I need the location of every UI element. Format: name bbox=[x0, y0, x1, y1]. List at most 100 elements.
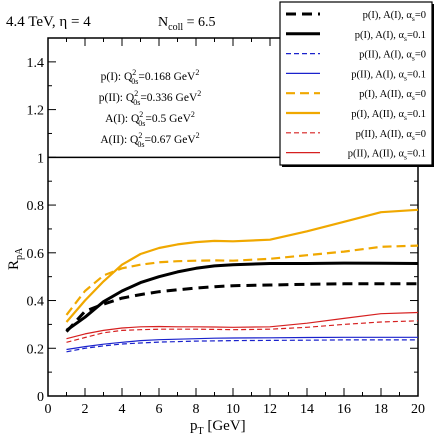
ncoll-base: N bbox=[158, 15, 168, 30]
y-tick-label: 0.8 bbox=[27, 199, 45, 214]
qs-sup: 2 bbox=[132, 68, 136, 77]
qs-annotation-line: A(I): Q2 0s=0.5 GeV2 bbox=[105, 110, 195, 128]
series-line-2 bbox=[65, 261, 419, 332]
legend-label-sub: s bbox=[404, 34, 407, 43]
qs-unit-sup: 2 bbox=[195, 68, 199, 77]
legend-label: p(I), A(II), αs=0 bbox=[359, 89, 426, 102]
qs-sub: 0s bbox=[137, 140, 144, 149]
y-axis-label-sub: pA bbox=[14, 247, 25, 260]
y-axis-label-base: R bbox=[6, 260, 22, 270]
x-axis-label-sub: T bbox=[198, 426, 204, 436]
ncoll-label: Ncoll = 6.5 bbox=[158, 15, 216, 33]
qs-value: =0.336 GeV bbox=[140, 92, 198, 104]
y-tick-label: 0.4 bbox=[27, 295, 45, 310]
legend-label: p(II), A(II), αs=0 bbox=[356, 129, 426, 142]
qs-unit-sup: 2 bbox=[196, 131, 200, 140]
legend-label-rest: =0 bbox=[415, 89, 426, 100]
legend-label-name: p(I), A(I), α bbox=[363, 10, 413, 21]
legend-label-sub: s bbox=[404, 153, 407, 162]
header-group: 4.4 TeV, η = 4 Ncoll = 6.5 bbox=[6, 14, 216, 33]
legend-label: p(I), A(I), αs=0.1 bbox=[355, 30, 426, 43]
legend-label-rest: =0 bbox=[415, 10, 426, 21]
qs-sup: 2 bbox=[139, 110, 143, 119]
x-axis-label-base: p bbox=[190, 418, 198, 434]
legend-label-rest: =0 bbox=[415, 129, 426, 140]
legend-label-sub: s bbox=[412, 14, 415, 23]
legend-label-name: p(II), A(II), α bbox=[356, 129, 413, 140]
legend-label-sub: s bbox=[404, 73, 407, 82]
x-tick-label: 0 bbox=[45, 402, 52, 417]
y-axis-label-group: RpA bbox=[6, 247, 25, 270]
ncoll-value: = 6.5 bbox=[183, 15, 215, 30]
legend-label: p(I), A(I), αs=0 bbox=[363, 10, 426, 23]
qs-sub: 0s bbox=[133, 98, 140, 107]
series-group bbox=[65, 208, 419, 353]
x-tick-label: 20 bbox=[411, 402, 425, 417]
qs-q: Q bbox=[130, 134, 139, 146]
qs-annotation-line: A(II): Q2 0s=0.67 GeV2 bbox=[100, 131, 199, 149]
y-axis-label: RpA bbox=[6, 247, 25, 270]
y-tick-label: 0 bbox=[37, 390, 44, 405]
legend-label-name: p(II), A(II), α bbox=[348, 149, 405, 160]
legend-label-name: p(I), A(II), α bbox=[359, 89, 412, 100]
y-tick-label: 1.4 bbox=[27, 56, 45, 71]
y-tick-label: 0.6 bbox=[27, 247, 45, 262]
x-tick-label: 2 bbox=[82, 402, 89, 417]
legend-label-sub: s bbox=[412, 133, 415, 142]
qs-sup: 2 bbox=[138, 131, 142, 140]
qs-label: p(II): bbox=[99, 92, 126, 104]
qs-q: Q bbox=[131, 113, 140, 125]
legend-label-rest: =0.1 bbox=[407, 69, 426, 80]
legend-label-name: p(I), A(I), α bbox=[355, 30, 405, 41]
legend-label-rest: =0.1 bbox=[407, 109, 426, 120]
qs-sup: 2 bbox=[134, 89, 138, 98]
y-tick-label: 0.2 bbox=[27, 342, 45, 357]
legend-label-rest: =0.1 bbox=[407, 30, 426, 41]
qs-annotation-line: p(I): Q2 0s=0.168 GeV2 bbox=[101, 68, 200, 86]
legend-label-name: p(II), A(I), α bbox=[351, 69, 404, 80]
energy-eta-label: 4.4 TeV, η = 4 bbox=[6, 14, 91, 30]
legend: p(I), A(I), αs=0p(I), A(I), αs=0.1p(II),… bbox=[279, 1, 434, 167]
ncoll-sub: coll bbox=[168, 22, 183, 33]
qs-unit-sup: 2 bbox=[197, 89, 201, 98]
qs-value: =0.67 GeV bbox=[144, 134, 196, 146]
qs-q: Q bbox=[124, 71, 133, 83]
x-tick-label: 12 bbox=[263, 402, 277, 417]
x-axis-label-rest: [GeV] bbox=[204, 418, 246, 434]
qs-label: A(I): bbox=[105, 113, 131, 125]
legend-label-rest: =0.1 bbox=[407, 149, 426, 160]
qs-unit-sup: 2 bbox=[191, 110, 195, 119]
legend-label-sub: s bbox=[404, 113, 407, 122]
qs-value: =0.5 GeV bbox=[145, 113, 191, 125]
series-line-1 bbox=[65, 282, 418, 333]
x-tick-label: 4 bbox=[119, 402, 126, 417]
series-line-8 bbox=[66, 311, 419, 340]
series-line-3 bbox=[66, 339, 418, 353]
qs-value: =0.168 GeV bbox=[138, 71, 196, 83]
y-tick-label: 1.2 bbox=[27, 104, 45, 119]
legend-label-rest: =0 bbox=[415, 50, 426, 61]
qs-label: p(I): bbox=[101, 71, 124, 83]
x-tick-label: 18 bbox=[374, 402, 388, 417]
axis-labels: pT [GeV] RpA bbox=[6, 247, 246, 436]
qs-q: Q bbox=[126, 92, 135, 104]
x-tick-label: 6 bbox=[156, 402, 163, 417]
legend-label: p(II), A(II), αs=0.1 bbox=[348, 149, 426, 162]
legend-label: p(II), A(I), αs=0.1 bbox=[351, 69, 426, 82]
legend-label-sub: s bbox=[412, 54, 415, 63]
legend-label-name: p(I), A(II), α bbox=[351, 109, 404, 120]
legend-label: p(II), A(I), αs=0 bbox=[359, 50, 426, 63]
series-line-6 bbox=[65, 208, 419, 323]
legend-label: p(I), A(II), αs=0.1 bbox=[351, 109, 426, 122]
qs-sub: 0s bbox=[131, 77, 138, 86]
legend-label-sub: s bbox=[412, 93, 415, 102]
legend-frame bbox=[279, 1, 433, 166]
qs-sub: 0s bbox=[138, 119, 145, 128]
x-tick-label: 14 bbox=[300, 402, 314, 417]
x-tick-label: 16 bbox=[337, 402, 351, 417]
y-tick-label: 1 bbox=[37, 151, 44, 166]
series-line-5 bbox=[65, 244, 419, 316]
qs-label: A(II): bbox=[100, 134, 130, 146]
